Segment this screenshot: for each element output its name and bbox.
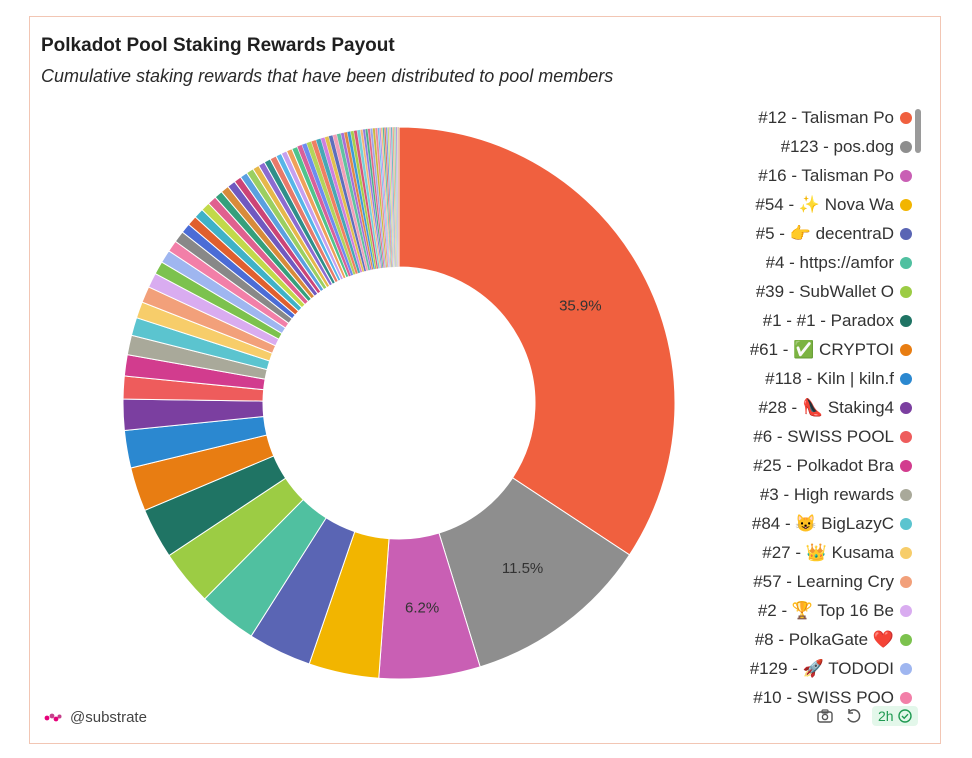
legend-label: #39 - SubWallet O (755, 281, 894, 301)
legend-swatch (900, 314, 912, 327)
legend-item[interactable]: #84 - 😺 BigLazyC (720, 509, 930, 538)
legend-swatch (900, 430, 912, 443)
legend-swatch (900, 662, 912, 675)
legend-label: #129 - 🚀 TODODI (749, 658, 894, 678)
data-label: 6.2% (405, 600, 439, 617)
legend-item[interactable]: #5 - 👉 decentraD (720, 219, 930, 248)
legend-label: #123 - pos.dog (780, 136, 894, 156)
donut-chart: 35.9% 11.5% 6.2% (122, 126, 676, 680)
legend-swatch (900, 140, 912, 153)
footer-actions: 2h (816, 706, 918, 726)
chart-title: Polkadot Pool Staking Rewards Payout (41, 35, 395, 56)
legend-label: #8 - PolkaGate ❤️ (754, 629, 894, 649)
chart-subtitle: Cumulative staking rewards that have bee… (41, 66, 614, 86)
legend-item[interactable]: #3 - High rewards (720, 480, 930, 509)
camera-icon[interactable] (816, 707, 834, 725)
legend[interactable]: #12 - Talisman Po #123 - pos.dog #16 - Tal… (720, 103, 930, 707)
legend-label: #4 - https://amfor (765, 252, 895, 272)
refresh-icon[interactable] (844, 707, 862, 725)
legend-swatch (900, 604, 912, 617)
legend-swatch (900, 488, 912, 501)
legend-label: #57 - Learning Cry (753, 571, 894, 591)
legend-label: #6 - SWISS POOL (753, 426, 894, 446)
legend-swatch (900, 633, 912, 646)
legend-item[interactable]: #8 - PolkaGate ❤️ (720, 625, 930, 654)
legend-label: #28 - 👠 Staking4 (758, 397, 894, 417)
legend-label: #1 - #1 - Paradox (762, 310, 894, 330)
legend-label: #118 - Kiln | kiln.f (765, 368, 894, 388)
brand-label: @substrate (70, 709, 147, 726)
labels-group: 35.9% 11.5% 6.2% (405, 297, 602, 616)
legend-item[interactable]: #39 - SubWallet O (720, 277, 930, 306)
legend-swatch (900, 459, 912, 472)
legend-swatch (900, 285, 912, 298)
legend-item[interactable]: #1 - #1 - Paradox (720, 306, 930, 335)
footer-brand[interactable]: @substrate (44, 709, 147, 726)
legend-item[interactable]: #61 - ✅ CRYPTOI (720, 335, 930, 364)
legend-label: #27 - 👑 Kusama (762, 542, 894, 562)
legend-scrollbar[interactable] (915, 109, 921, 153)
legend-item[interactable]: #129 - 🚀 TODODI (720, 654, 930, 683)
legend-swatch (900, 517, 912, 530)
refresh-badge-label: 2h (878, 708, 894, 724)
legend-item[interactable]: #54 - ✨ Nova Wa (720, 190, 930, 219)
legend-item[interactable]: #28 - 👠 Staking4 (720, 393, 930, 422)
legend-label: #2 - 🏆 Top 16 Be (757, 600, 894, 620)
legend-item[interactable]: #57 - Learning Cry (720, 567, 930, 596)
legend-item[interactable]: #27 - 👑 Kusama (720, 538, 930, 567)
legend-label: #10 - SWISS POO (753, 687, 894, 707)
legend-label: #5 - 👉 decentraD (755, 223, 894, 243)
legend-swatch (900, 227, 912, 240)
pie-slice[interactable] (397, 126, 400, 268)
refresh-badge[interactable]: 2h (872, 706, 918, 726)
legend-swatch (900, 343, 912, 356)
legend-label: #25 - Polkadot Bra (753, 455, 894, 475)
legend-swatch (900, 111, 912, 124)
legend-item[interactable]: #123 - pos.dog (720, 132, 930, 161)
legend-swatch (900, 256, 912, 269)
legend-label: #84 - 😺 BigLazyC (751, 513, 894, 533)
legend-swatch (900, 575, 912, 588)
legend-swatch (900, 546, 912, 559)
legend-swatch (900, 372, 912, 385)
data-label: 11.5% (502, 560, 543, 577)
legend-swatch (900, 401, 912, 414)
data-label: 35.9% (559, 297, 602, 314)
legend-label: #61 - ✅ CRYPTOI (749, 339, 894, 359)
legend-label: #16 - Talisman Po (758, 165, 894, 185)
legend-item[interactable]: #2 - 🏆 Top 16 Be (720, 596, 930, 625)
legend-label: #54 - ✨ Nova Wa (755, 194, 894, 214)
legend-item[interactable]: #25 - Polkadot Bra (720, 451, 930, 480)
legend-swatch (900, 169, 912, 182)
legend-item[interactable]: #4 - https://amfor (720, 248, 930, 277)
legend-item[interactable]: #6 - SWISS POOL (720, 422, 930, 451)
pie-slice[interactable] (398, 126, 676, 556)
slices-group (122, 126, 676, 680)
legend-item[interactable]: #12 - Talisman Po (720, 103, 930, 132)
legend-item[interactable]: #118 - Kiln | kiln.f (720, 364, 930, 393)
legend-item[interactable]: #16 - Talisman Po (720, 161, 930, 190)
legend-swatch (900, 198, 912, 211)
legend-label: #3 - High rewards (759, 484, 894, 504)
chart-card: Polkadot Pool Staking Rewards Payout Cum… (29, 16, 941, 744)
check-circle-icon (897, 709, 912, 723)
legend-label: #12 - Talisman Po (758, 107, 894, 127)
legend-swatch (900, 691, 912, 704)
legend-item[interactable]: #10 - SWISS POO (720, 683, 930, 707)
substrate-logo-icon (44, 713, 62, 721)
